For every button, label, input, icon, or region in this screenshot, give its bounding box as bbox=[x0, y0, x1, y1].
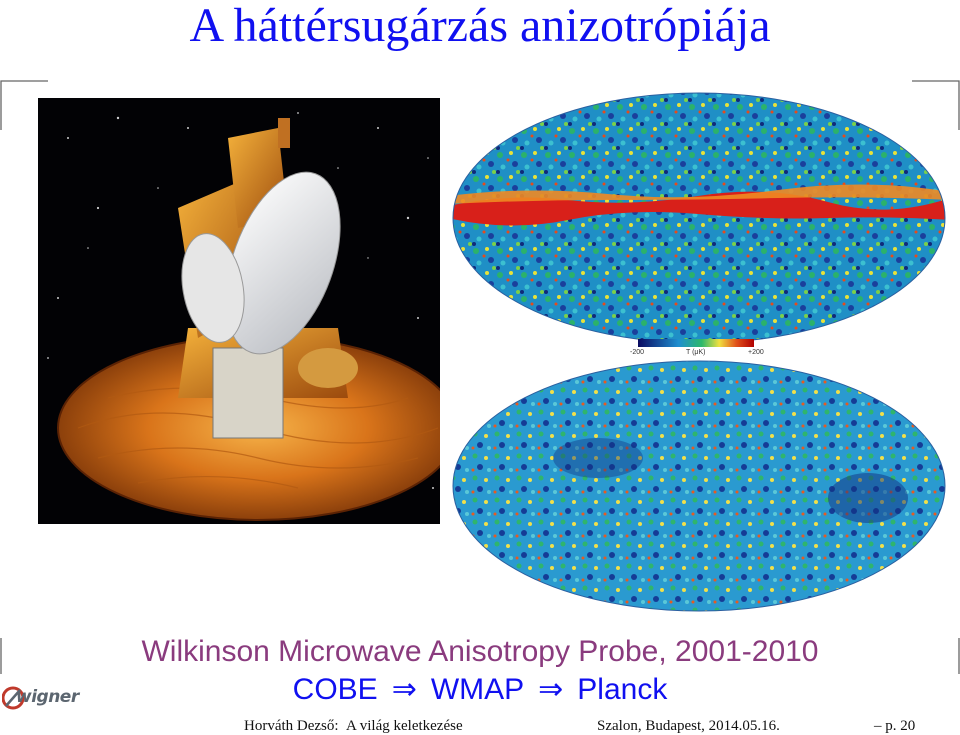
footer-talk: A világ keletkezése bbox=[346, 718, 463, 734]
corner-mark-icon bbox=[0, 80, 48, 130]
sequence-item: COBE bbox=[292, 673, 378, 706]
scale-max-label: +200 bbox=[748, 349, 764, 356]
logo-text: wigner bbox=[16, 687, 79, 707]
arrow-right-icon: ⇒ bbox=[538, 673, 564, 706]
corner-mark-icon bbox=[912, 80, 960, 130]
sequence-item: WMAP bbox=[430, 673, 525, 706]
slide-title: A háttérsugárzás anizotrópiája bbox=[189, 0, 771, 52]
footer-author: Horváth Dezső: bbox=[244, 718, 339, 734]
scale-unit-label: T (μK) bbox=[686, 349, 705, 356]
wmap-satellite-image bbox=[38, 98, 459, 524]
footer-venue: Szalon, Budapest, 2014.05.16. bbox=[597, 718, 780, 734]
corner-mark-icon bbox=[0, 638, 30, 674]
probe-caption: Wilkinson Microwave Anisotropy Probe, 20… bbox=[141, 635, 819, 668]
corner-mark-icon bbox=[912, 638, 960, 674]
cmb-sky-maps: -200 T (μK) +200 bbox=[448, 78, 950, 613]
arrow-right-icon: ⇒ bbox=[391, 673, 417, 706]
sequence-item: Planck bbox=[577, 673, 668, 706]
mission-sequence: COBE ⇒ WMAP ⇒ Planck bbox=[0, 672, 960, 708]
temperature-scale-bar bbox=[638, 339, 754, 347]
scale-min-label: -200 bbox=[630, 349, 644, 356]
footer-page: – p. 20 bbox=[874, 718, 916, 734]
wigner-logo-icon: wigner bbox=[1, 686, 79, 710]
